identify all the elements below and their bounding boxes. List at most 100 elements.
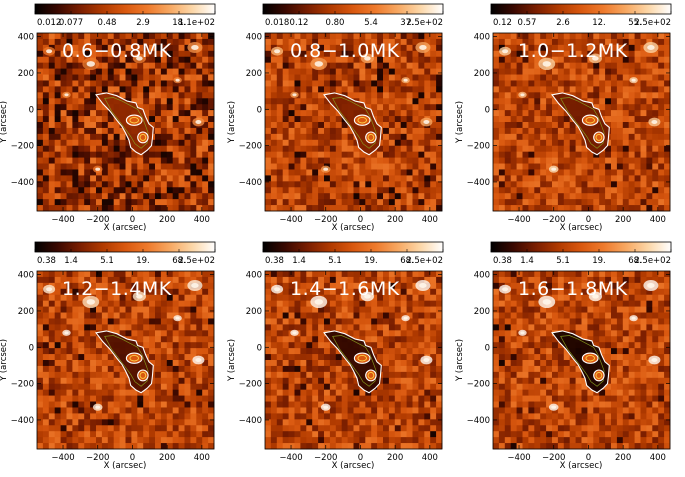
- map-pixel: [54, 44, 61, 52]
- map-pixel: [312, 365, 319, 373]
- map-pixel: [306, 318, 313, 325]
- map-pixel: [143, 276, 150, 284]
- map-pixel: [276, 33, 283, 40]
- bright-core: [46, 287, 53, 292]
- map-pixel: [282, 104, 289, 111]
- map-pixel: [400, 122, 407, 129]
- map-pixel: [178, 413, 185, 420]
- map-pixel: [335, 62, 342, 69]
- map-pixel: [306, 151, 313, 158]
- map-pixel: [107, 205, 114, 212]
- map-pixel: [534, 92, 541, 99]
- map-pixel: [341, 175, 348, 182]
- map-pixel: [335, 68, 342, 75]
- map-pixel: [131, 288, 138, 296]
- map-pixel: [42, 116, 50, 123]
- bright-loop: [187, 42, 203, 53]
- colorbar-tick-label: 2.9: [136, 18, 150, 28]
- map-pixel: [101, 354, 109, 361]
- map-pixel: [276, 401, 283, 408]
- map-pixel: [510, 98, 517, 105]
- map-pixel: [418, 324, 425, 331]
- map-pixel: [288, 169, 295, 176]
- map-pixel: [329, 431, 337, 438]
- map-pixel: [166, 98, 173, 105]
- map-pixel: [418, 151, 425, 158]
- y-tick-label: 0: [485, 105, 490, 115]
- map-pixel: [406, 306, 413, 313]
- map-pixel: [318, 127, 325, 135]
- map-pixel: [155, 110, 162, 117]
- map-pixel: [400, 271, 407, 278]
- map-pixel: [388, 318, 396, 325]
- map-pixel: [504, 271, 511, 278]
- map-pixel: [306, 92, 313, 99]
- map-pixel: [96, 145, 103, 152]
- map-pixel: [125, 163, 132, 170]
- map-pixel: [383, 199, 390, 206]
- map-pixel: [418, 342, 425, 349]
- map-pixel: [288, 318, 295, 325]
- map-pixel: [72, 300, 79, 307]
- map-pixel: [160, 276, 168, 284]
- map-pixel: [37, 324, 44, 331]
- map-pixel: [107, 163, 114, 170]
- map-pixel: [190, 50, 197, 58]
- map-pixel: [184, 157, 191, 164]
- map-pixel: [282, 371, 289, 379]
- map-pixel: [388, 348, 396, 355]
- map-pixel: [78, 348, 85, 355]
- map-pixel: [424, 181, 431, 188]
- map-pixel: [318, 407, 325, 414]
- map-pixel: [306, 389, 313, 396]
- map-pixel: [270, 98, 278, 105]
- map-pixel: [265, 187, 272, 194]
- map-pixel: [412, 395, 419, 402]
- map-pixel: [430, 324, 437, 331]
- map-pixel: [377, 38, 384, 46]
- map-pixel: [166, 336, 173, 343]
- map-pixel: [658, 127, 665, 135]
- map-pixel: [101, 133, 109, 141]
- map-pixel: [72, 74, 79, 81]
- map-pixel: [599, 187, 606, 194]
- map-pixel: [155, 294, 162, 301]
- map-pixel: [563, 151, 570, 158]
- map-pixel: [430, 271, 437, 278]
- map-pixel: [557, 169, 565, 176]
- map-pixel: [143, 395, 150, 402]
- inner-contour: [595, 133, 603, 141]
- map-pixel: [371, 163, 378, 170]
- map-pixel: [557, 151, 565, 158]
- map-pixel: [282, 342, 289, 349]
- map-pixel: [137, 330, 144, 337]
- map-pixel: [288, 443, 295, 450]
- map-pixel: [282, 110, 289, 117]
- map-pixel: [341, 324, 348, 331]
- map-pixel: [329, 110, 337, 117]
- map-pixel: [371, 104, 378, 111]
- map-pixel: [377, 437, 384, 444]
- map-pixel: [383, 354, 390, 361]
- colorbar: 0.018 0.12 0.80 5.4 37.2.5e+02: [262, 3, 444, 28]
- map-pixel: [72, 151, 79, 158]
- map-pixel: [359, 407, 366, 414]
- map-pixel: [324, 282, 331, 290]
- map-pixel: [493, 443, 500, 450]
- map-pixel: [306, 33, 313, 40]
- map-pixel: [300, 276, 307, 284]
- map-pixel: [353, 306, 360, 313]
- map-pixel: [190, 330, 197, 337]
- map-pixel: [265, 74, 272, 81]
- map-pixel: [341, 122, 348, 129]
- map-pixel: [406, 324, 413, 331]
- map-pixel: [66, 62, 73, 69]
- map-pixel: [101, 205, 109, 212]
- map-pixel: [510, 193, 517, 200]
- map-pixel: [276, 407, 283, 414]
- map-pixel: [599, 56, 606, 63]
- map-pixel: [599, 193, 606, 200]
- map-pixel: [424, 389, 431, 396]
- map-pixel: [300, 175, 307, 182]
- map-pixel: [664, 199, 671, 206]
